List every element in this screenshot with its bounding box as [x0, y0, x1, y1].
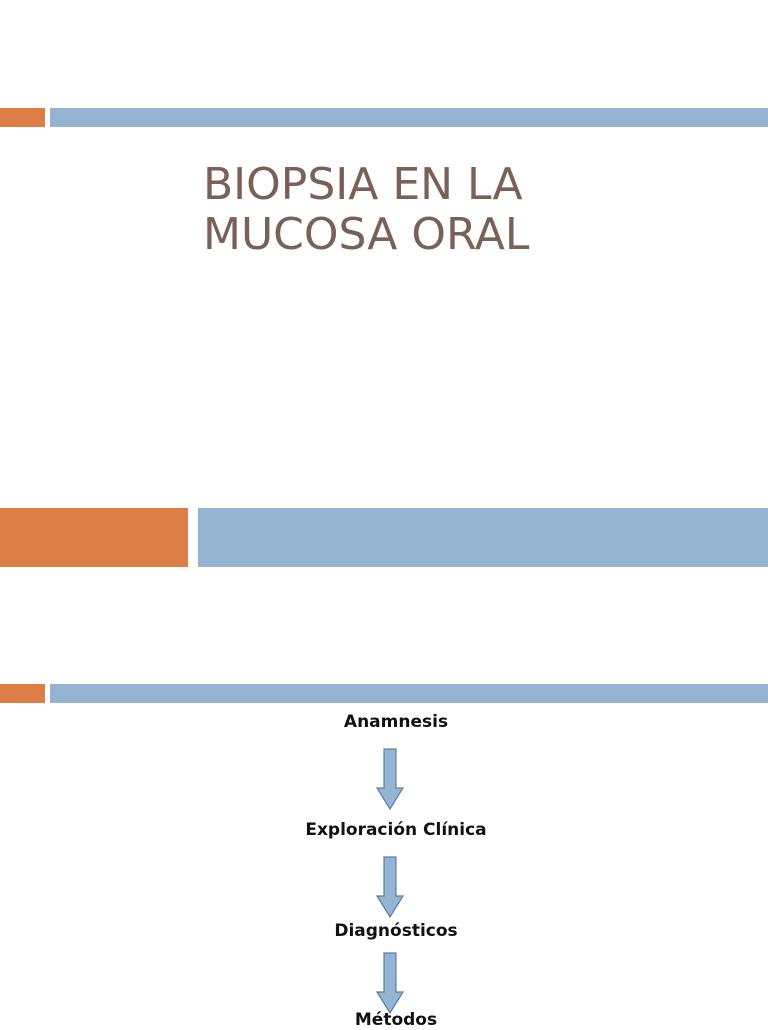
accent-bar-blue — [50, 684, 768, 703]
title-line-2: MUCOSA ORAL — [203, 209, 530, 260]
section-bar-blue — [198, 508, 768, 567]
accent-bar-orange — [0, 684, 45, 703]
title-line-1: BIOPSIA EN LA — [203, 159, 523, 210]
down-arrow-icon — [376, 748, 404, 810]
down-arrow-icon — [376, 952, 404, 1014]
flow-step-exploracion: Exploración Clínica — [305, 820, 487, 840]
section-bar-orange — [0, 508, 188, 567]
flow-step-metodos: Métodos — [354, 1010, 438, 1030]
slide-title: BIOPSIA EN LA MUCOSA ORAL — [203, 160, 743, 260]
flow-step-anamnesis: Anamnesis — [343, 712, 449, 732]
accent-bar-orange — [0, 108, 45, 127]
down-arrow-icon — [376, 856, 404, 918]
accent-bar-blue — [50, 108, 768, 127]
flow-step-diagnosticos: Diagnósticos — [334, 921, 458, 941]
